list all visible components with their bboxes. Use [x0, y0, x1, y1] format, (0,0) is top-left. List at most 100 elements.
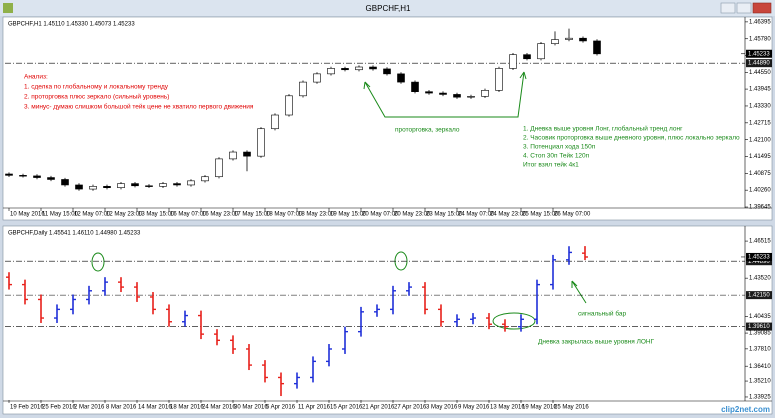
- x-tick-label: 17 May 15:00: [234, 212, 271, 218]
- y-tick-label: 1.41495: [749, 154, 771, 160]
- x-tick-label: 27 Apr 2016: [394, 405, 427, 411]
- annotation: Дневка закрылась выше уровня ЛОНГ: [538, 339, 655, 346]
- candle-body: [579, 37, 587, 42]
- candle-body: [509, 54, 517, 69]
- chart-header: GBPCHF,H1 1.45110 1.45330 1.45073 1.4523…: [8, 22, 135, 28]
- y-tick-label: 1.35210: [749, 379, 771, 385]
- y-tick-label: 1.44550: [749, 70, 771, 76]
- close-button[interactable]: [752, 2, 772, 14]
- candle-body: [313, 73, 321, 83]
- x-tick-label: 18 Mar 2016: [170, 405, 204, 411]
- x-tick-label: 11 May 15:00: [42, 212, 79, 218]
- x-tick-label: 5 Apr 2016: [266, 405, 296, 411]
- x-tick-label: 23 May 15:00: [426, 212, 463, 218]
- annotation: 1. Дневка выше уровня Лонг, глобальный т…: [523, 125, 683, 133]
- x-tick-label: 25 May 2016: [554, 405, 589, 411]
- chart-background: [2, 225, 773, 415]
- candle-body: [117, 183, 125, 189]
- candle-body: [159, 183, 167, 187]
- x-tick-label: 16 May 23:00: [202, 212, 239, 218]
- x-tick-label: 3 May 2016: [426, 405, 458, 411]
- chart-background: [2, 16, 773, 221]
- level-label-box: [746, 322, 772, 331]
- candle-body: [47, 177, 55, 180]
- x-tick-label: 20 May 23:00: [394, 212, 431, 218]
- candle-body: [383, 68, 391, 75]
- x-tick-label: 13 May 2016: [490, 405, 525, 411]
- x-tick-label: 25 Feb 2016: [42, 405, 76, 411]
- x-tick-label: 20 May 07:00: [362, 212, 399, 218]
- y-tick-label: 1.40435: [749, 314, 771, 320]
- y-tick-label: 1.46395: [749, 19, 771, 25]
- y-tick-label: 1.42715: [749, 120, 771, 126]
- y-tick-label: 1.46515: [749, 239, 771, 245]
- watermark: clip2net.com: [721, 405, 770, 414]
- y-tick-label: 1.39645: [749, 205, 771, 211]
- candle-body: [593, 40, 601, 55]
- candle-body: [103, 186, 111, 189]
- level-label-box: [746, 291, 772, 300]
- candle-body: [341, 68, 349, 71]
- candle-body: [243, 151, 251, 157]
- minimize-button[interactable]: [720, 2, 736, 14]
- y-tick-label: 1.45780: [749, 36, 771, 42]
- x-tick-label: 9 May 2016: [458, 405, 490, 411]
- candle-body: [5, 173, 13, 176]
- candle-body: [425, 91, 433, 94]
- x-tick-label: 15 Apr 2016: [330, 405, 363, 411]
- level-label: 1.44890: [748, 259, 770, 265]
- x-tick-label: 24 Mar 2016: [202, 405, 236, 411]
- candle-body: [173, 183, 181, 186]
- candle-body: [481, 90, 489, 97]
- highlight-ellipse: [91, 252, 105, 272]
- candle-body: [19, 175, 27, 177]
- candle-body: [565, 37, 573, 40]
- candle-body: [145, 185, 153, 187]
- current-price-box: [746, 252, 772, 261]
- candle-body: [355, 66, 363, 71]
- candle-body: [495, 68, 503, 91]
- candle-body: [285, 95, 293, 116]
- level-label: 1.44890: [748, 61, 770, 67]
- maximize-button[interactable]: [736, 2, 752, 14]
- chart-header: GBPCHF,Daily 1.45541 1.46110 1.44980 1.4…: [8, 231, 141, 237]
- annotation: 1. сделка по глобальному и локальному тр…: [24, 83, 169, 91]
- x-tick-label: 12 May 07:00: [74, 212, 111, 218]
- current-price-label: 1.45233: [748, 255, 770, 261]
- window-title: GBPCHF,H1: [366, 4, 411, 13]
- candle-body: [33, 175, 41, 178]
- arrow-heads: [363, 71, 527, 90]
- level-label-box: [746, 59, 772, 68]
- x-tick-label: 16 May 07:00: [170, 212, 207, 218]
- title-bar: [0, 0, 775, 16]
- x-tick-label: 8 Mar 2016: [106, 405, 137, 411]
- candle-body: [75, 184, 83, 190]
- candle-body: [453, 94, 461, 98]
- candle-body: [89, 186, 97, 190]
- x-tick-label: 24 May 23:00: [490, 212, 527, 218]
- highlight-ellipse: [492, 312, 536, 330]
- annotation: сигнальный бар: [578, 310, 627, 318]
- x-tick-label: 14 Mar 2016: [138, 405, 172, 411]
- y-tick-label: 1.43330: [749, 104, 771, 110]
- annotation: проторговка, зеркало: [395, 127, 460, 134]
- candle-body: [201, 176, 209, 182]
- candle-body: [551, 39, 559, 44]
- candle-body: [327, 68, 335, 75]
- x-tick-label: 12 May 23:00: [106, 212, 143, 218]
- x-tick-label: 24 May 07:00: [458, 212, 495, 218]
- candle-body: [299, 81, 307, 97]
- x-tick-label: 11 Apr 2016: [298, 405, 331, 411]
- h1-chart-panel: GBPCHF,H1 1.45110 1.45330 1.45073 1.4523…: [2, 16, 773, 221]
- x-tick-label: 2 Mar 2016: [74, 405, 105, 411]
- annotation: 2. проторговка плюс зеркало (сильный уро…: [24, 93, 169, 101]
- y-tick-label: 1.40875: [749, 171, 771, 177]
- annotation: 4. Стоп 30п Тейк 120п: [523, 152, 590, 160]
- current-price-label: 1.45233: [748, 51, 770, 57]
- candle-body: [257, 128, 265, 157]
- candle-body: [131, 183, 139, 187]
- x-tick-label: 18 May 23:00: [298, 212, 335, 218]
